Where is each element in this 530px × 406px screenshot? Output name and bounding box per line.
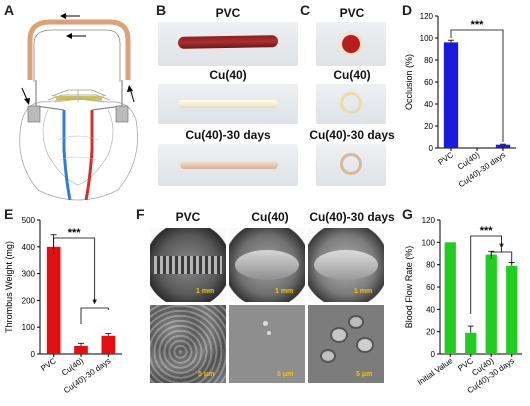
panel-b-label-cu40: Cu(40) bbox=[209, 68, 247, 82]
panel-label-e: E bbox=[4, 206, 14, 222]
scale-bar-label: 5 μm bbox=[356, 371, 373, 378]
sem-surface-cu40-30d: 5 μm bbox=[308, 305, 384, 383]
y-tick-label: 60 bbox=[426, 283, 435, 292]
scale-bar-label: 5 μm bbox=[198, 371, 215, 378]
tube-cross-section-pvc bbox=[316, 22, 386, 66]
tube-cross-section-cu40 bbox=[316, 84, 386, 124]
panel-label-f: F bbox=[136, 206, 145, 222]
sem-col-label-pvc: PVC bbox=[175, 210, 201, 224]
significance-marker: * bbox=[499, 241, 504, 253]
significance-marker: * bbox=[93, 297, 98, 309]
y-tick-label: 80 bbox=[426, 261, 435, 270]
y-tick-label: 200 bbox=[22, 296, 36, 305]
tube-photo-pvc bbox=[158, 22, 298, 66]
significance-bracket bbox=[470, 235, 502, 314]
sem-cross-section-cu40: 1 mm bbox=[229, 228, 305, 302]
x-tick-label: PVC bbox=[437, 150, 456, 167]
y-tick-label: 20 bbox=[426, 328, 435, 337]
y-tick-label: 0 bbox=[431, 350, 436, 359]
y-axis-label: Thrombus Weight (mg) bbox=[4, 241, 14, 333]
panel-label-a: A bbox=[4, 2, 15, 18]
panel-label-b: B bbox=[156, 2, 167, 18]
sem-col-label-cu40: Cu(40) bbox=[251, 210, 289, 224]
y-tick-label: 500 bbox=[22, 216, 36, 225]
chart-blood-flow-rate: 0 20 40 60 80 100 120 Blood Flow Rate (%) Initia… bbox=[404, 216, 522, 395]
chart-thrombus-weight: 0 100 200 300 400 500 Thrombus Weight (mg) PVC C… bbox=[4, 216, 122, 395]
tube-photo-cu40-30d bbox=[158, 144, 298, 186]
bar bbox=[443, 42, 459, 148]
scale-bar-label: 1 mm bbox=[275, 288, 294, 295]
panel-c-label-cu40-30d: Cu(40)-30 days bbox=[309, 128, 395, 142]
y-tick-label: 400 bbox=[22, 243, 36, 252]
panel-b-label-cu40-30d: Cu(40)-30 days bbox=[185, 128, 271, 142]
x-tick-label: Cu(40)-30 days bbox=[457, 150, 507, 189]
panel-b-label-pvc: PVC bbox=[215, 6, 241, 20]
panel-label-c: C bbox=[300, 2, 311, 18]
bar bbox=[495, 144, 511, 148]
panel-c-label-pvc: PVC bbox=[339, 6, 365, 20]
bar bbox=[74, 345, 88, 354]
scale-bar-label: 1 mm bbox=[354, 288, 373, 295]
rabbit-shunt-schematic bbox=[19, 13, 138, 201]
scale-bar-label: 5 μm bbox=[277, 371, 294, 378]
y-tick-label: 300 bbox=[22, 270, 36, 279]
y-tick-label: 100 bbox=[422, 238, 436, 247]
significance-bracket bbox=[490, 251, 513, 264]
bar bbox=[506, 265, 518, 354]
bar bbox=[46, 246, 61, 354]
significance-bracket bbox=[450, 29, 504, 142]
y-tick-label: 80 bbox=[424, 56, 433, 65]
significance-bracket bbox=[53, 237, 96, 304]
x-tick-label: PVC bbox=[39, 356, 58, 373]
panel-label-g: G bbox=[402, 206, 413, 222]
sem-surface-cu40: 5 μm bbox=[229, 305, 305, 383]
y-tick-label: 40 bbox=[426, 305, 435, 314]
significance-marker: *** bbox=[480, 225, 494, 237]
y-axis-label: Occlusion (%) bbox=[404, 54, 414, 110]
y-tick-label: 60 bbox=[424, 78, 433, 87]
tube-photo-cu40 bbox=[158, 84, 298, 124]
sem-surface-pvc: 5 μm bbox=[150, 305, 226, 383]
x-tick-label: Initial Value bbox=[416, 356, 455, 387]
bar bbox=[465, 332, 477, 354]
x-tick-label: Cu(40)-30 days bbox=[62, 356, 112, 395]
y-tick-label: 100 bbox=[22, 323, 36, 332]
y-tick-label: 0 bbox=[429, 144, 434, 153]
y-tick-label: 40 bbox=[424, 100, 433, 109]
significance-bracket bbox=[80, 307, 109, 324]
y-tick-label: 120 bbox=[422, 216, 436, 225]
y-tick-label: 120 bbox=[420, 12, 434, 21]
bar bbox=[444, 242, 456, 354]
y-tick-label: 0 bbox=[31, 350, 36, 359]
bar bbox=[101, 335, 116, 354]
scale-bar-label: 1 mm bbox=[196, 288, 215, 295]
y-tick-label: 20 bbox=[424, 122, 433, 131]
significance-marker: *** bbox=[471, 19, 485, 31]
bar bbox=[485, 254, 497, 354]
panel-c-label-cu40: Cu(40) bbox=[333, 68, 371, 82]
tube-cross-section-cu40-30d bbox=[316, 144, 386, 186]
sem-col-label-cu40-30d: Cu(40)-30 days bbox=[309, 210, 395, 224]
sem-cross-section-pvc: 1 mm bbox=[150, 228, 226, 302]
sem-cross-section-cu40-30d: 1 mm bbox=[308, 228, 384, 302]
y-tick-label: 100 bbox=[420, 34, 434, 43]
significance-marker: *** bbox=[68, 227, 82, 239]
panel-label-d: D bbox=[402, 2, 413, 18]
y-axis-label: Blood Flow Rate (%) bbox=[404, 246, 414, 329]
